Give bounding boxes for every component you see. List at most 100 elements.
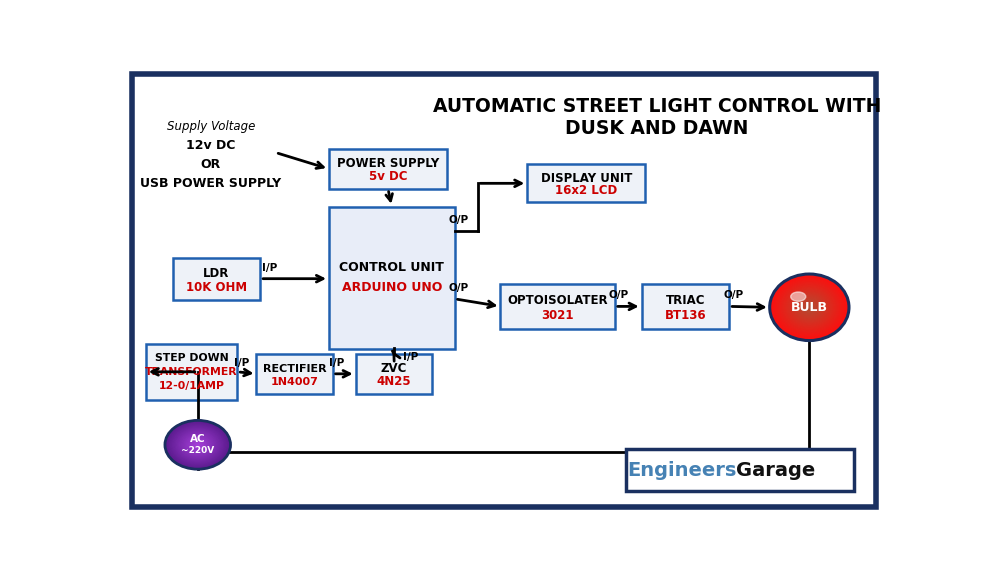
- Text: O/P: O/P: [609, 290, 629, 300]
- Ellipse shape: [790, 291, 829, 324]
- FancyBboxPatch shape: [527, 165, 646, 202]
- FancyBboxPatch shape: [501, 284, 615, 328]
- Text: I/P: I/P: [329, 358, 344, 367]
- Text: Garage: Garage: [736, 461, 816, 480]
- Ellipse shape: [780, 283, 838, 332]
- Text: STEP DOWN: STEP DOWN: [154, 353, 228, 363]
- Ellipse shape: [182, 433, 214, 457]
- Ellipse shape: [789, 290, 830, 324]
- Text: BULB: BULB: [791, 301, 828, 314]
- Ellipse shape: [787, 289, 831, 326]
- Text: AUTOMATIC STREET LIGHT CONTROL WITH: AUTOMATIC STREET LIGHT CONTROL WITH: [433, 97, 881, 116]
- Ellipse shape: [785, 287, 833, 328]
- Text: 10K OHM: 10K OHM: [186, 281, 247, 294]
- Text: DISPLAY UNIT: DISPLAY UNIT: [540, 172, 632, 185]
- Ellipse shape: [776, 280, 842, 335]
- Ellipse shape: [167, 422, 228, 468]
- FancyBboxPatch shape: [627, 449, 853, 491]
- Text: O/P: O/P: [723, 290, 743, 300]
- Ellipse shape: [184, 435, 212, 455]
- Text: I/P: I/P: [402, 353, 418, 362]
- Ellipse shape: [176, 429, 219, 461]
- FancyBboxPatch shape: [642, 284, 729, 328]
- Ellipse shape: [793, 294, 826, 321]
- Ellipse shape: [181, 432, 215, 457]
- Ellipse shape: [774, 278, 844, 336]
- Text: ZVC: ZVC: [381, 362, 407, 375]
- Ellipse shape: [770, 275, 848, 340]
- Text: O/P: O/P: [449, 283, 468, 293]
- Ellipse shape: [795, 295, 824, 319]
- Text: I/P: I/P: [262, 263, 277, 272]
- Ellipse shape: [169, 424, 226, 466]
- Ellipse shape: [783, 285, 835, 329]
- Ellipse shape: [165, 420, 230, 469]
- Text: 1N4007: 1N4007: [271, 377, 319, 387]
- Ellipse shape: [802, 301, 817, 313]
- Text: ~220V: ~220V: [181, 446, 215, 454]
- Text: AC: AC: [190, 434, 206, 445]
- Text: OPTOISOLATER: OPTOISOLATER: [508, 294, 608, 307]
- Text: ARDUINO UNO: ARDUINO UNO: [341, 281, 442, 294]
- Text: 4N25: 4N25: [377, 376, 411, 388]
- Ellipse shape: [189, 438, 207, 452]
- FancyBboxPatch shape: [132, 74, 877, 507]
- Ellipse shape: [172, 426, 223, 464]
- Ellipse shape: [799, 299, 820, 316]
- Ellipse shape: [772, 276, 846, 338]
- Text: Engineers: Engineers: [627, 461, 736, 480]
- Ellipse shape: [781, 283, 837, 331]
- Ellipse shape: [173, 426, 222, 463]
- Ellipse shape: [782, 285, 836, 330]
- Ellipse shape: [185, 435, 211, 454]
- Ellipse shape: [195, 442, 201, 448]
- Ellipse shape: [170, 425, 225, 465]
- Ellipse shape: [196, 443, 200, 446]
- Ellipse shape: [805, 304, 814, 310]
- Ellipse shape: [808, 306, 811, 308]
- Ellipse shape: [803, 302, 816, 312]
- Ellipse shape: [183, 434, 213, 456]
- FancyBboxPatch shape: [257, 354, 333, 394]
- Text: CONTROL UNIT: CONTROL UNIT: [339, 261, 444, 274]
- Text: POWER SUPPLY: POWER SUPPLY: [337, 157, 439, 170]
- Ellipse shape: [773, 278, 845, 337]
- Ellipse shape: [791, 292, 828, 323]
- Text: O/P: O/P: [449, 215, 468, 225]
- Text: OR: OR: [201, 158, 220, 172]
- Ellipse shape: [174, 427, 221, 463]
- Ellipse shape: [175, 428, 220, 461]
- Ellipse shape: [788, 289, 830, 325]
- Ellipse shape: [806, 305, 813, 310]
- Ellipse shape: [792, 293, 827, 322]
- Text: BT136: BT136: [664, 309, 707, 322]
- Text: 5v DC: 5v DC: [369, 169, 407, 183]
- Text: TRIAC: TRIAC: [665, 294, 706, 307]
- Ellipse shape: [777, 281, 841, 334]
- Ellipse shape: [775, 279, 843, 335]
- Ellipse shape: [800, 300, 819, 315]
- Text: TRANSFORMER: TRANSFORMER: [146, 367, 238, 377]
- FancyBboxPatch shape: [329, 207, 455, 348]
- Text: USB POWER SUPPLY: USB POWER SUPPLY: [140, 177, 281, 191]
- FancyBboxPatch shape: [146, 344, 237, 400]
- Ellipse shape: [797, 297, 822, 317]
- Text: LDR: LDR: [204, 267, 229, 280]
- Ellipse shape: [771, 276, 847, 339]
- Text: I/P: I/P: [233, 358, 249, 367]
- Text: 16x2 LCD: 16x2 LCD: [555, 184, 617, 198]
- Text: DUSK AND DAWN: DUSK AND DAWN: [565, 119, 749, 138]
- Ellipse shape: [804, 303, 815, 312]
- Ellipse shape: [180, 431, 215, 458]
- Ellipse shape: [798, 298, 821, 317]
- Text: 3021: 3021: [541, 309, 574, 322]
- Ellipse shape: [190, 439, 206, 450]
- FancyBboxPatch shape: [355, 354, 432, 394]
- Text: 12-0/1AMP: 12-0/1AMP: [158, 381, 224, 391]
- Ellipse shape: [769, 274, 849, 340]
- Ellipse shape: [791, 292, 806, 301]
- Ellipse shape: [784, 286, 834, 329]
- Ellipse shape: [191, 439, 205, 450]
- Ellipse shape: [186, 437, 209, 453]
- Ellipse shape: [786, 287, 832, 327]
